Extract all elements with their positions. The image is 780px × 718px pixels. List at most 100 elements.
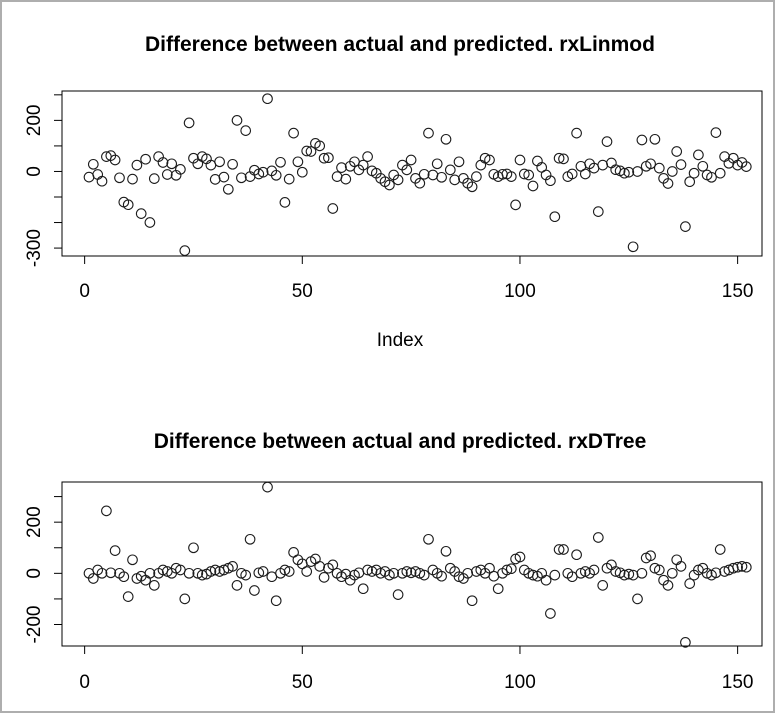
data-point [362, 564, 373, 576]
data-point [666, 166, 678, 177]
data-point [384, 179, 395, 191]
plot-box [61, 90, 763, 257]
data-point [336, 162, 347, 173]
data-point [514, 551, 526, 563]
data-point [109, 545, 121, 556]
data-point [105, 567, 117, 579]
data-point [101, 505, 112, 517]
data-point [87, 573, 99, 584]
data-point [218, 171, 230, 183]
y-tick-label: 0 [24, 568, 45, 579]
data-point [514, 154, 526, 166]
data-point [440, 545, 452, 557]
data-point [296, 166, 308, 178]
data-point [96, 175, 108, 187]
data-point [183, 567, 195, 579]
data-point [179, 245, 191, 256]
y-tick-label: -200 [24, 605, 45, 643]
data-point [505, 171, 517, 182]
data-point [231, 115, 243, 126]
data-point [222, 183, 234, 195]
data-point [144, 217, 156, 228]
data-point [418, 569, 430, 581]
data-point [188, 542, 199, 554]
data-point [357, 159, 369, 171]
data-point [553, 544, 565, 555]
data-point [83, 171, 95, 183]
data-point [719, 151, 730, 162]
data-point [118, 571, 130, 583]
data-point [597, 159, 609, 171]
data-point [292, 156, 304, 168]
data-point [693, 149, 704, 161]
data-point [318, 152, 330, 164]
data-point [179, 593, 191, 605]
data-point [249, 585, 260, 596]
data-point [623, 568, 635, 580]
data-point [653, 564, 665, 576]
data-point [240, 569, 252, 581]
data-point [148, 173, 160, 184]
data-point [505, 563, 517, 575]
data-point [414, 177, 426, 189]
data-point [157, 157, 169, 168]
data-point [440, 133, 452, 145]
data-point [597, 580, 609, 591]
data-point [131, 159, 143, 171]
data-point [697, 160, 709, 172]
data-point [636, 567, 648, 579]
data-point [627, 241, 639, 253]
data-point [327, 203, 339, 214]
data-point [209, 564, 221, 576]
data-point [314, 561, 326, 572]
data-point [161, 169, 173, 180]
data-point [558, 153, 569, 165]
data-point [318, 572, 330, 583]
data-point [714, 167, 726, 179]
x-tick-label: 0 [79, 672, 90, 693]
data-point [488, 570, 500, 582]
x-tick-label: 100 [504, 672, 536, 693]
data-point [675, 561, 687, 572]
data-point [592, 532, 604, 543]
data-point [140, 153, 151, 165]
data-point [401, 566, 413, 577]
data-point [601, 136, 613, 147]
data-point [236, 172, 247, 184]
data-point [436, 570, 447, 582]
data-point [331, 171, 343, 182]
data-point [405, 567, 417, 579]
data-point [740, 561, 752, 573]
data-point [257, 166, 269, 178]
x-tick-label: 150 [722, 281, 754, 302]
data-point [518, 168, 530, 180]
data-point [262, 93, 273, 105]
data-point [475, 159, 487, 171]
data-point [257, 566, 269, 577]
data-point [227, 158, 238, 170]
data-point [710, 567, 722, 579]
data-point [671, 146, 683, 157]
data-point [592, 206, 604, 217]
data-point [423, 127, 434, 139]
data-point [114, 172, 125, 184]
data-point [283, 566, 295, 577]
data-point [671, 554, 683, 566]
data-point [214, 156, 225, 168]
data-point [144, 567, 156, 579]
y-tick-label: 200 [24, 105, 45, 137]
data-point [227, 561, 238, 572]
data-point [244, 533, 256, 545]
data-point [122, 199, 134, 211]
data-point [205, 566, 217, 577]
plot-title-rxlinmod: Difference between actual and predicted.… [145, 33, 655, 56]
data-point [401, 164, 413, 176]
data-point [549, 211, 561, 223]
data-point [183, 117, 195, 129]
data-point [388, 567, 400, 579]
data-point [362, 151, 373, 162]
data-point [662, 178, 674, 189]
data-point [209, 174, 221, 185]
